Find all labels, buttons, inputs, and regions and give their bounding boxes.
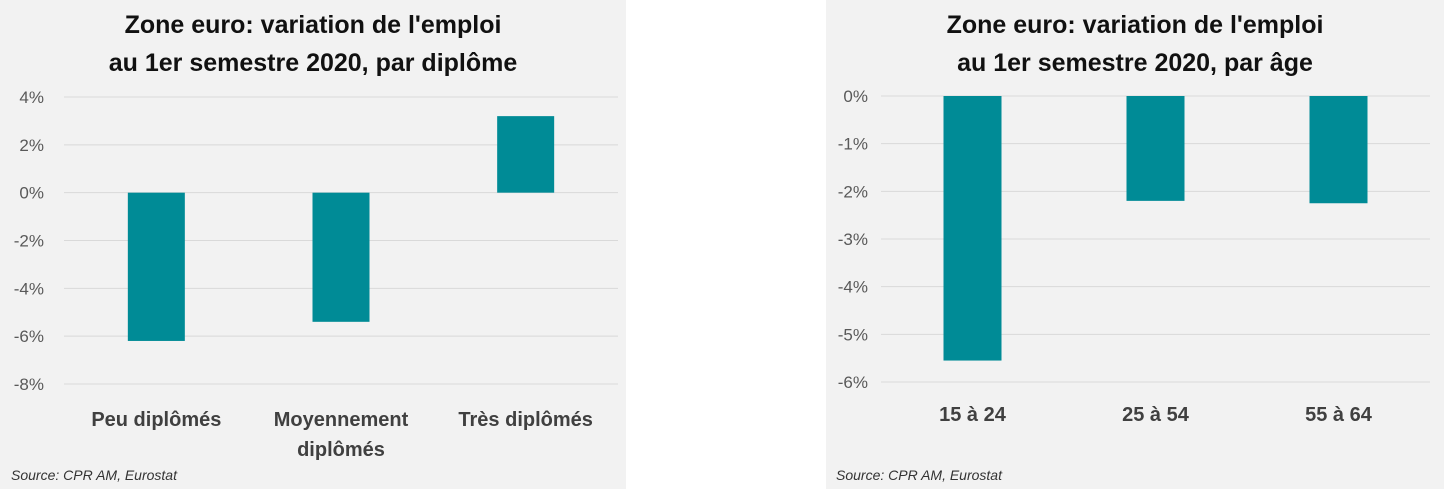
bar-chart-diplome: 4% 2% 0% -2% -4% -6% -8% Peu diplômés Moyennemen… bbox=[14, 88, 618, 461]
bar-chart-age: 0% -1% -2% -3% -4% -5% -6% 15 à 24 25 à 54 55 à 6… bbox=[838, 87, 1430, 426]
category-label: 55 à 64 bbox=[1305, 404, 1373, 426]
category-label-line: 25 à 54 bbox=[1122, 404, 1190, 426]
category-label-line: Moyennement bbox=[274, 409, 409, 431]
bar bbox=[312, 192, 370, 322]
y-tick-label: 0% bbox=[843, 87, 868, 106]
chart-title-line-1: Zone euro: variation de l'emploi bbox=[946, 11, 1324, 39]
category-label: Très diplômés bbox=[458, 409, 593, 431]
y-tick-label: -2% bbox=[14, 232, 44, 251]
category-label: 15 à 24 bbox=[939, 404, 1007, 426]
y-tick-label: -3% bbox=[838, 230, 868, 249]
y-tick-label: 4% bbox=[19, 88, 44, 107]
chart-title-line-2: au 1er semestre 2020, par diplôme bbox=[108, 49, 518, 77]
bar bbox=[127, 192, 185, 341]
bar bbox=[1126, 96, 1185, 201]
bar bbox=[943, 96, 1002, 361]
category-label-line: 15 à 24 bbox=[939, 404, 1007, 426]
y-tick-label: -2% bbox=[838, 182, 868, 201]
bar bbox=[1309, 96, 1368, 204]
source-note: Source: CPR AM, Eurostat bbox=[836, 467, 1002, 483]
y-tick-label: 2% bbox=[19, 136, 44, 155]
y-tick-label: -6% bbox=[838, 373, 868, 392]
category-label-line: 55 à 64 bbox=[1305, 404, 1373, 426]
chart-panel-age: Zone euro: variation de l'emploi au 1er … bbox=[826, 0, 1444, 489]
bar bbox=[497, 116, 555, 193]
category-label: 25 à 54 bbox=[1122, 404, 1190, 426]
y-tick-label: -4% bbox=[838, 278, 868, 297]
category-label-line: Très diplômés bbox=[458, 409, 593, 431]
y-tick-label: -8% bbox=[14, 375, 44, 394]
y-tick-label: -4% bbox=[14, 279, 44, 298]
chart-title-line-2: au 1er semestre 2020, par âge bbox=[957, 49, 1313, 77]
y-tick-label: -1% bbox=[838, 135, 868, 154]
chart-panel-diplome: Zone euro: variation de l'emploi au 1er … bbox=[0, 0, 626, 489]
category-label-line: diplômés bbox=[297, 439, 385, 461]
category-label: Peu diplômés bbox=[91, 409, 221, 431]
source-note: Source: CPR AM, Eurostat bbox=[11, 467, 177, 483]
y-tick-label: 0% bbox=[19, 184, 44, 203]
chart-title: Zone euro: variation de l'emploi au 1er … bbox=[0, 6, 626, 82]
y-tick-label: -6% bbox=[14, 327, 44, 346]
chart-title-line-1: Zone euro: variation de l'emploi bbox=[124, 11, 502, 39]
category-label-line: Peu diplômés bbox=[91, 409, 221, 431]
chart-title: Zone euro: variation de l'emploi au 1er … bbox=[826, 6, 1444, 82]
y-tick-label: -5% bbox=[838, 325, 868, 344]
category-label: Moyennement diplômés bbox=[274, 409, 409, 461]
